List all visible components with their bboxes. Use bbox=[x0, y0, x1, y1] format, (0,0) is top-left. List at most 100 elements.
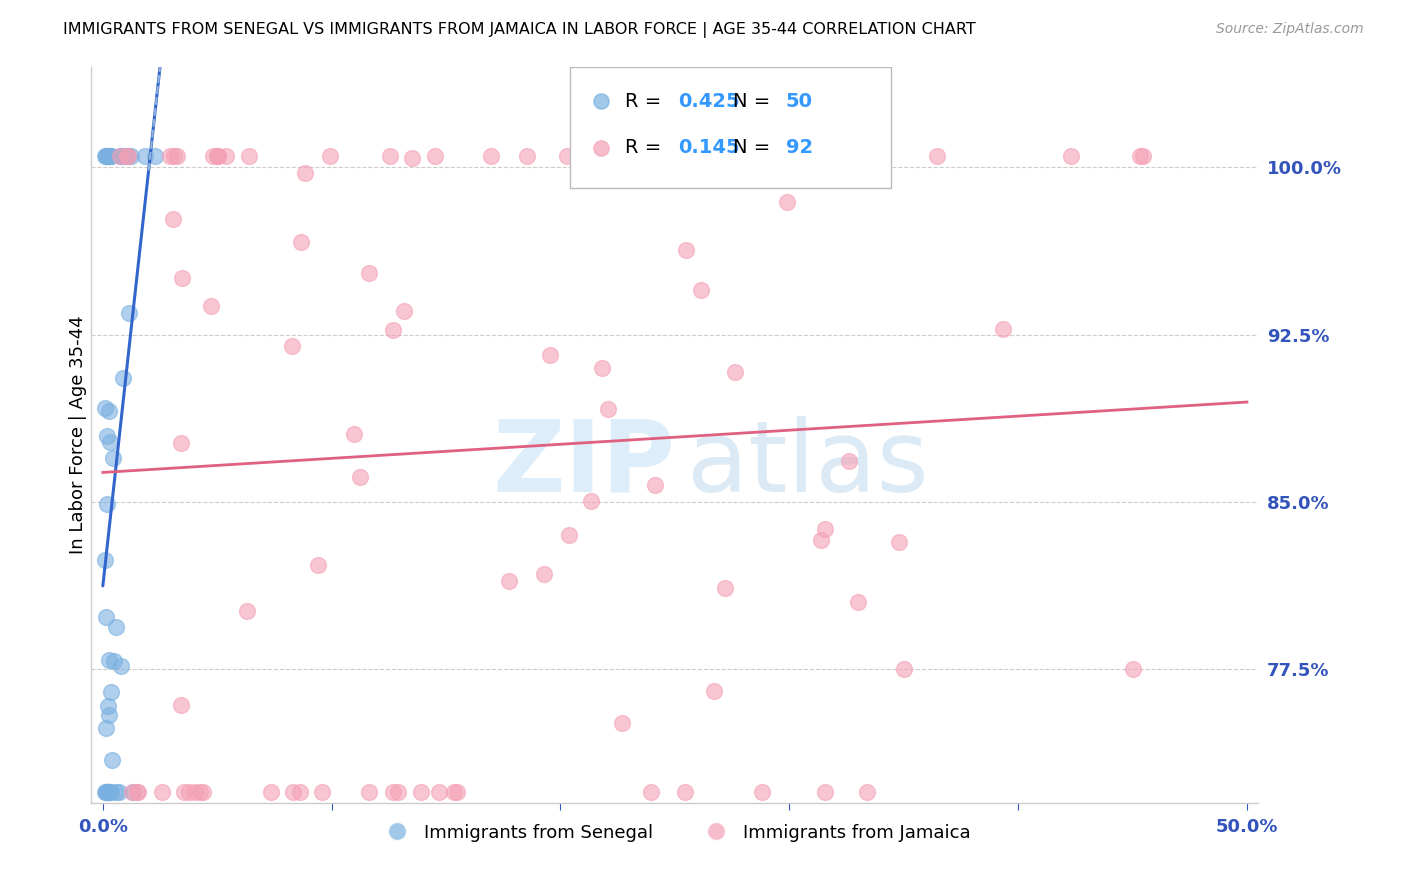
Point bbox=[207, 149, 229, 163]
Point bbox=[100, 785, 122, 799]
Point bbox=[675, 785, 697, 799]
Point bbox=[94, 785, 117, 799]
Legend: Immigrants from Senegal, Immigrants from Jamaica: Immigrants from Senegal, Immigrants from… bbox=[371, 816, 979, 849]
Point bbox=[108, 149, 131, 163]
Point bbox=[188, 785, 211, 799]
Point bbox=[104, 785, 127, 799]
Text: IMMIGRANTS FROM SENEGAL VS IMMIGRANTS FROM JAMAICA IN LABOR FORCE | AGE 35-44 CO: IMMIGRANTS FROM SENEGAL VS IMMIGRANTS FR… bbox=[63, 22, 976, 38]
Point bbox=[207, 149, 229, 163]
FancyBboxPatch shape bbox=[569, 67, 891, 188]
Point bbox=[558, 527, 581, 541]
Point bbox=[311, 785, 333, 799]
Point bbox=[238, 149, 260, 163]
Point bbox=[97, 149, 120, 163]
Point bbox=[538, 348, 561, 362]
Point bbox=[117, 149, 139, 163]
Point bbox=[357, 266, 380, 280]
Point bbox=[714, 581, 737, 595]
Point bbox=[112, 370, 135, 384]
Y-axis label: In Labor Force | Age 35-44: In Labor Force | Age 35-44 bbox=[69, 316, 87, 554]
Point bbox=[112, 149, 135, 163]
Point bbox=[787, 149, 810, 163]
Point bbox=[498, 574, 520, 588]
Point bbox=[640, 785, 662, 799]
Text: N =: N = bbox=[734, 138, 776, 157]
Text: atlas: atlas bbox=[686, 416, 928, 513]
Point bbox=[117, 306, 139, 320]
Point bbox=[446, 785, 468, 799]
Point bbox=[290, 785, 312, 799]
Point bbox=[96, 149, 118, 163]
Point bbox=[121, 785, 143, 799]
Point bbox=[215, 149, 238, 163]
Point bbox=[100, 149, 122, 163]
Point bbox=[103, 654, 125, 668]
Point bbox=[177, 785, 200, 799]
Point bbox=[98, 434, 121, 449]
Point bbox=[97, 785, 120, 799]
Point bbox=[96, 428, 118, 442]
Point bbox=[117, 149, 139, 163]
Point bbox=[170, 698, 193, 712]
Point bbox=[703, 684, 725, 698]
Point bbox=[127, 785, 149, 799]
Point bbox=[101, 450, 124, 465]
Point bbox=[387, 785, 409, 799]
Point bbox=[260, 785, 283, 799]
Point bbox=[294, 166, 316, 180]
Text: ZIP: ZIP bbox=[492, 416, 675, 513]
Point bbox=[98, 652, 121, 666]
Point bbox=[108, 149, 131, 163]
Point bbox=[94, 401, 117, 416]
Point bbox=[343, 426, 366, 441]
Point bbox=[349, 469, 371, 483]
Point bbox=[101, 753, 124, 767]
Point bbox=[856, 785, 879, 799]
Point bbox=[281, 785, 304, 799]
Point bbox=[380, 149, 402, 163]
Point bbox=[357, 785, 380, 799]
Point bbox=[166, 149, 188, 163]
Text: 92: 92 bbox=[786, 138, 813, 157]
Point bbox=[479, 149, 502, 163]
Point bbox=[401, 151, 423, 165]
Point bbox=[991, 322, 1014, 336]
Point bbox=[96, 785, 118, 799]
Point bbox=[97, 785, 120, 799]
Point bbox=[170, 436, 193, 450]
Point bbox=[1132, 149, 1154, 163]
Point bbox=[281, 339, 304, 353]
Text: N =: N = bbox=[734, 92, 776, 111]
Point bbox=[162, 211, 184, 226]
Point bbox=[191, 785, 214, 799]
Point bbox=[555, 149, 578, 163]
Point bbox=[122, 785, 145, 799]
Point bbox=[423, 149, 446, 163]
Point bbox=[117, 149, 139, 163]
Point bbox=[159, 149, 181, 163]
Point bbox=[96, 149, 118, 163]
Point bbox=[236, 604, 259, 618]
Point bbox=[599, 149, 621, 163]
Text: 0.425: 0.425 bbox=[678, 92, 740, 111]
Point bbox=[201, 149, 224, 163]
Point bbox=[108, 785, 131, 799]
Point bbox=[814, 522, 837, 536]
Point bbox=[115, 149, 138, 163]
Point bbox=[97, 785, 120, 799]
Point bbox=[887, 535, 910, 549]
Point bbox=[150, 785, 173, 799]
Point bbox=[724, 365, 747, 379]
Point bbox=[96, 785, 118, 799]
Point bbox=[610, 716, 633, 731]
Point bbox=[533, 567, 555, 582]
Point bbox=[98, 403, 121, 417]
Text: 0.145: 0.145 bbox=[678, 138, 740, 157]
Point bbox=[98, 708, 121, 723]
Point bbox=[690, 283, 713, 297]
Point bbox=[173, 785, 195, 799]
Point bbox=[427, 785, 450, 799]
Point bbox=[100, 149, 122, 163]
Point bbox=[110, 659, 132, 673]
Point bbox=[675, 243, 697, 257]
